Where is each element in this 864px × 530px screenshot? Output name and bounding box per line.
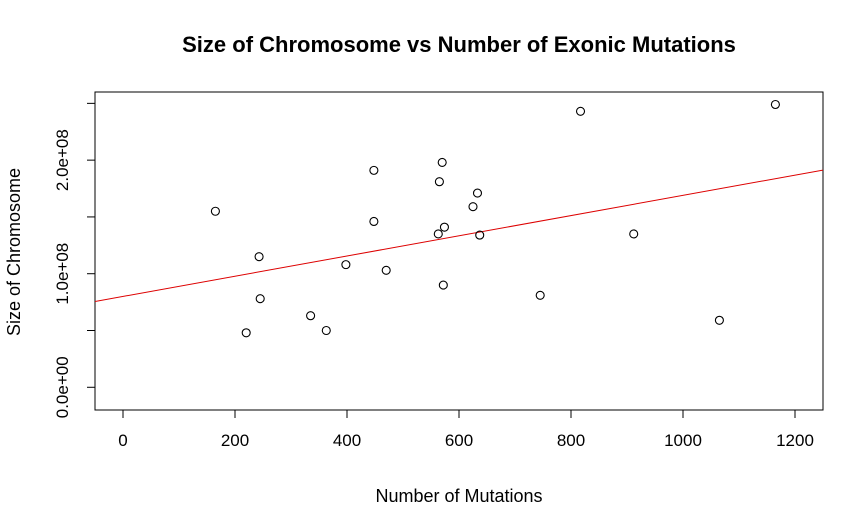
points-layer bbox=[210, 99, 780, 338]
data-point bbox=[306, 311, 316, 321]
data-point bbox=[468, 202, 478, 212]
data-point bbox=[434, 177, 444, 187]
y-tick-label: 2.0e+08 bbox=[53, 129, 72, 191]
chart-title: Size of Chromosome vs Number of Exonic M… bbox=[182, 32, 736, 57]
data-point bbox=[770, 99, 780, 110]
data-point bbox=[472, 188, 483, 198]
plot-area-frame bbox=[94, 91, 824, 411]
data-point bbox=[369, 165, 379, 175]
data-point bbox=[629, 229, 639, 239]
data-point bbox=[254, 252, 264, 262]
x-tick-label: 800 bbox=[557, 431, 585, 450]
data-point bbox=[241, 328, 251, 338]
data-point bbox=[321, 325, 331, 336]
data-point bbox=[438, 280, 448, 290]
x-tick-label: 200 bbox=[221, 431, 249, 450]
data-point bbox=[475, 230, 485, 240]
data-point bbox=[341, 260, 351, 270]
data-point bbox=[439, 222, 449, 232]
y-tick-label: 0.0e+00 bbox=[53, 356, 72, 418]
data-point bbox=[255, 294, 265, 304]
x-tick-label: 400 bbox=[333, 431, 361, 450]
data-point bbox=[210, 206, 220, 216]
x-tick-label: 600 bbox=[445, 431, 473, 450]
x-tick-label: 0 bbox=[118, 431, 127, 450]
x-axis-title: Number of Mutations bbox=[375, 486, 542, 506]
data-point bbox=[433, 229, 443, 239]
x-tick-label: 1000 bbox=[664, 431, 702, 450]
data-point bbox=[381, 265, 391, 275]
data-point bbox=[575, 106, 586, 116]
x-axis: 0 200 400 600 800 1000 1200 bbox=[118, 409, 814, 450]
regression-line-layer bbox=[95, 169, 823, 302]
regression-line bbox=[95, 169, 823, 302]
y-axis-title: Size of Chromosome bbox=[4, 168, 24, 336]
y-axis: 0.0e+00 1.0e+08 2.0e+08 bbox=[53, 102, 96, 418]
data-point bbox=[714, 315, 724, 325]
y-tick-label: 1.0e+08 bbox=[53, 243, 72, 305]
data-point bbox=[369, 216, 379, 227]
data-point bbox=[535, 290, 545, 300]
data-point bbox=[437, 157, 447, 167]
x-tick-label: 1200 bbox=[776, 431, 814, 450]
